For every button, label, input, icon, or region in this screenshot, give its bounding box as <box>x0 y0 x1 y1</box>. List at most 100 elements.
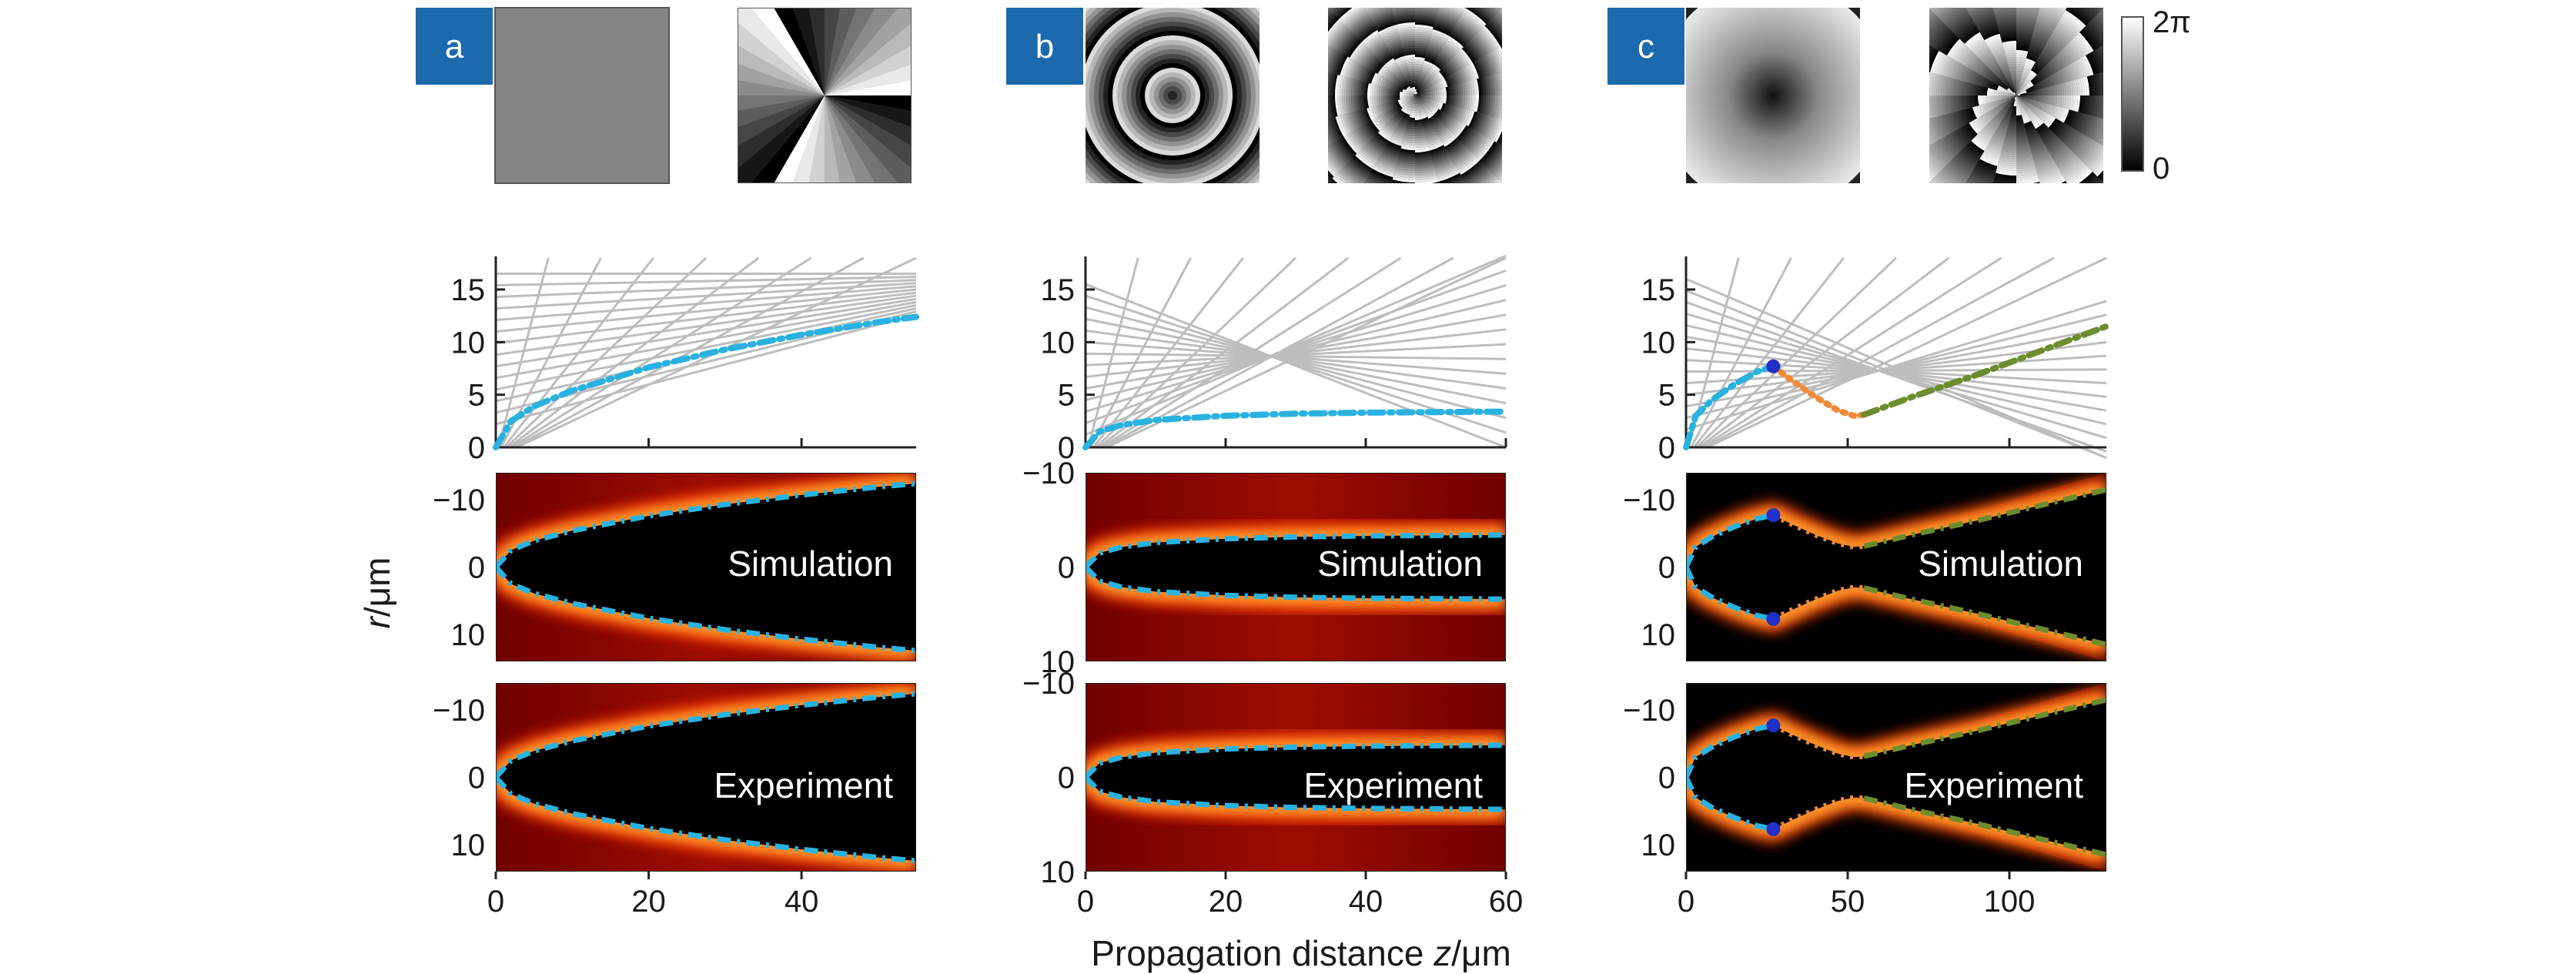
spiral-segment <box>1932 8 1939 13</box>
spiral-segment <box>1932 95 1937 118</box>
spiral-segment <box>1461 129 1475 144</box>
spiral-segment <box>1957 197 1986 211</box>
spiral-segment <box>1990 119 1999 127</box>
spiral-segment <box>1293 95 1300 127</box>
spiral-segment <box>1422 90 1426 94</box>
spiral-segment <box>2025 125 2035 131</box>
spiral-segment <box>1395 20 1415 25</box>
spiral-segment <box>1394 170 1415 176</box>
spiral-segment <box>1885 62 1892 95</box>
spiral-segment <box>2076 113 2085 131</box>
spiral-segment <box>1890 95 1896 128</box>
spiral-segment <box>2038 55 2049 65</box>
spiral-segment <box>2083 55 2094 75</box>
spiral-segment <box>1407 99 1411 102</box>
spiral-segment <box>1415 91 1417 95</box>
spiral-segment <box>1988 199 2016 206</box>
spiral-segment <box>1992 108 1999 115</box>
spiral-segment <box>2006 97 2009 101</box>
spiral-segment <box>1328 162 1337 176</box>
spiral-segment <box>2002 102 2007 107</box>
spiral-segment <box>1370 58 1380 71</box>
caustic-curve <box>496 691 916 779</box>
spiral-segment <box>2008 95 2011 98</box>
spiral-segment <box>1496 170 1502 179</box>
spiral-segment <box>2102 8 2103 11</box>
spiral-segment <box>1423 78 1430 83</box>
spiral-segment <box>2004 50 2016 54</box>
spiral-segment <box>1401 116 1409 122</box>
spiral-segment <box>1406 62 1415 65</box>
spiral-segment <box>2052 32 2069 45</box>
spiral-segment <box>1925 0 1953 6</box>
spiral-segment <box>1943 76 1949 95</box>
spiral-segment <box>2006 90 2009 94</box>
spiral-segment <box>2076 95 2080 112</box>
spiral-segment <box>1313 122 1326 149</box>
spiral-segment <box>1373 15 1395 26</box>
spiral-segment <box>1383 33 1400 42</box>
spiral-segment <box>2006 132 2016 136</box>
spiral-segment <box>2016 92 2019 95</box>
spiral-segment <box>2093 95 2099 117</box>
x-tick-label: 20 <box>631 885 666 919</box>
spiral-segment <box>1935 175 1946 183</box>
y-tick-label: 0 <box>1058 551 1075 585</box>
spiral-segment <box>1455 152 1474 167</box>
spiral-segment <box>2000 120 2009 126</box>
spiral-segment <box>1373 165 1395 176</box>
phase-mask-b-spiral <box>1293 8 1520 207</box>
spiral-segment <box>2029 91 2032 95</box>
spiral-segment <box>2093 178 2101 183</box>
spiral-segment <box>2046 192 2074 206</box>
spiral-segment <box>1943 58 1953 77</box>
spiral-segment <box>1415 50 1427 54</box>
spiral-segment <box>1443 87 1447 95</box>
y-tick-label: −10 <box>1623 484 1675 517</box>
spiral-segment <box>1441 132 1454 143</box>
spiral-segment <box>1328 8 1330 11</box>
spiral-segment <box>1328 145 1346 167</box>
spiral-segment <box>1432 90 1435 95</box>
spiral-segment <box>2062 82 2066 95</box>
spiral-segment <box>1328 49 1338 72</box>
spiral-segment <box>1402 106 1407 111</box>
spiral-segment <box>1373 44 1387 55</box>
spiral-segment <box>2026 53 2038 61</box>
spiral-segment <box>2102 180 2103 183</box>
spiral-segment <box>1992 95 1995 102</box>
spiral-segment <box>1402 89 1406 93</box>
spiral-segment <box>1381 68 1390 78</box>
spiral-segment <box>1967 8 1977 12</box>
spiral-segment <box>1415 99 1417 102</box>
spiral-segment <box>2009 80 2013 85</box>
spiral-segment <box>2037 13 2059 25</box>
spiral-segment <box>1936 8 1950 18</box>
spiral-segment <box>1300 36 1313 65</box>
spiral-segment <box>1415 126 1424 129</box>
spiral-segment <box>2086 8 2098 16</box>
spiral-segment <box>1428 42 1443 51</box>
spiral-segment <box>2055 55 2066 69</box>
spiral-segment <box>2062 129 2076 144</box>
spiral-segment <box>1394 168 1415 173</box>
y-tick-label: 10 <box>451 618 486 652</box>
spiral-segment <box>1444 44 1457 55</box>
spiral-segment <box>1997 22 2016 28</box>
spiral-segment <box>2035 109 2042 116</box>
spiral-segment <box>1464 65 1473 81</box>
spiral-segment <box>1316 122 1328 147</box>
spiral-segment <box>1409 88 1412 92</box>
spiral-segment <box>1478 185 1506 207</box>
spiral-segment <box>1976 63 1986 74</box>
spiral-segment <box>1439 52 1450 62</box>
spiral-segment <box>2081 115 2092 135</box>
spiral-segment <box>2020 110 2026 115</box>
spiral-segment <box>2056 107 2062 119</box>
spiral-segment <box>1393 95 1396 102</box>
spiral-segment <box>1332 176 1342 183</box>
spiral-segment <box>1507 122 1520 149</box>
spiral-segment <box>1971 120 1982 133</box>
spiral-segment <box>1999 122 2009 129</box>
spiral-segment <box>1351 18 1372 35</box>
